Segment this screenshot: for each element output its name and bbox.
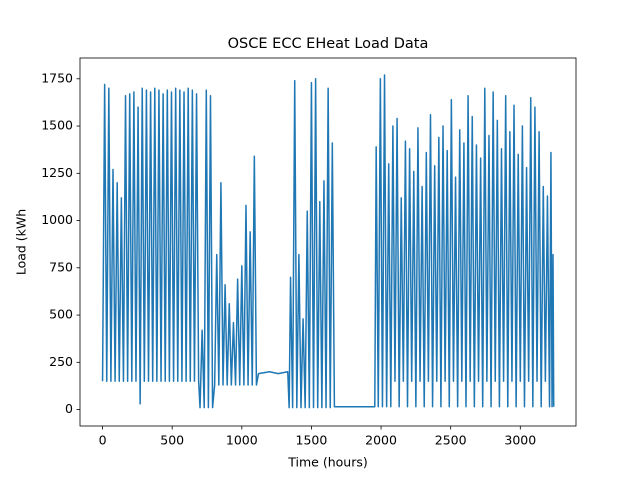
y-tick-label: 250 xyxy=(49,354,73,369)
x-tick-label: 500 xyxy=(160,433,184,448)
y-axis-label: Load (kWh xyxy=(14,209,29,275)
x-tick-label: 3000 xyxy=(504,433,536,448)
y-tick-label: 1000 xyxy=(41,212,73,227)
y-tick-label: 1500 xyxy=(41,118,73,133)
y-tick-label: 1750 xyxy=(41,70,73,85)
y-tick-label: 1250 xyxy=(41,165,73,180)
x-tick-label: 1500 xyxy=(296,433,328,448)
x-tick-label: 2500 xyxy=(435,433,467,448)
data-line xyxy=(101,74,555,409)
y-tick-label: 500 xyxy=(49,307,73,322)
x-tick-label: 2000 xyxy=(365,433,397,448)
chart-title: OSCE ECC EHeat Load Data xyxy=(228,36,429,52)
plot-frame xyxy=(79,57,577,427)
x-axis-label: Time (hours) xyxy=(287,455,367,470)
x-tick-label: 1000 xyxy=(226,433,258,448)
x-tick-label: 0 xyxy=(99,433,107,448)
y-tick-label: 750 xyxy=(49,259,73,274)
y-tick-label: 0 xyxy=(65,401,73,416)
